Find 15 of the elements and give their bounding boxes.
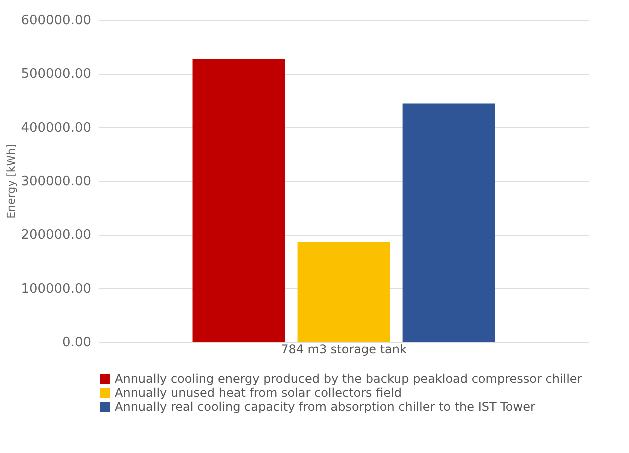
bar	[298, 242, 390, 342]
y-tick-label: 100000.00	[21, 282, 92, 297]
y-axis-title: Energy [kWh]	[5, 144, 18, 219]
y-tick-label: 300000.00	[21, 174, 92, 190]
y-tick-label: 600000.00	[21, 14, 92, 28]
bar	[402, 104, 496, 342]
legend-label: Annually real cooling capacity from absorption chiller to the IST Tower	[115, 400, 536, 414]
y-tick-label: 500000.00	[21, 67, 92, 82]
y-tick-label: 400000.00	[21, 120, 92, 136]
y-tick-label: 200000.00	[21, 228, 92, 244]
bar	[192, 59, 286, 342]
x-tick-label: 784 m3 storage tank	[281, 342, 407, 356]
y-tick-label: 0.00	[62, 336, 92, 350]
legend-label: Annually unused heat from solar collectors field	[115, 386, 402, 400]
legend-label: Annually cooling energy produced by the backup peakload compressor chiller	[115, 372, 582, 386]
